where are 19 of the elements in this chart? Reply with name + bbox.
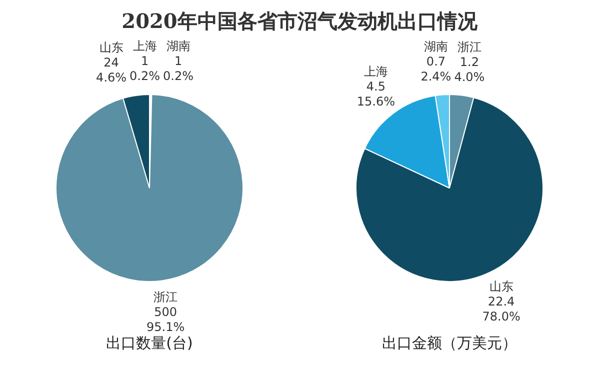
slice-label: 浙江 bbox=[154, 290, 178, 304]
text: 出口金额（万美元） bbox=[381, 334, 518, 353]
data-label: 1.2 4.0% bbox=[454, 55, 485, 84]
slice-label: 山东 bbox=[489, 279, 514, 294]
text: 出口数量(台) bbox=[105, 334, 194, 353]
slice-label: 浙江 bbox=[457, 40, 482, 54]
data-label: 0.7 2.4% bbox=[420, 54, 452, 84]
slice-label: 上海 bbox=[132, 39, 157, 54]
data-label: 4.5 15.6% bbox=[356, 79, 396, 108]
data-label: 1 0.2% bbox=[130, 54, 160, 84]
text: 2020年中国各省市沼气发动机出口情况 bbox=[120, 8, 478, 35]
slice-label: 湖南 bbox=[166, 39, 190, 54]
data-label: 22.4 78.0% bbox=[482, 294, 520, 324]
data-label: 1 0.2% bbox=[163, 54, 194, 84]
slice-label: 湖南 bbox=[424, 39, 448, 54]
slice-label: 山东 bbox=[99, 40, 124, 54]
slice-label: 上海 bbox=[364, 64, 388, 78]
data-label: 500 95.1% bbox=[146, 305, 185, 334]
data-label: 24 4.6% bbox=[96, 55, 127, 84]
